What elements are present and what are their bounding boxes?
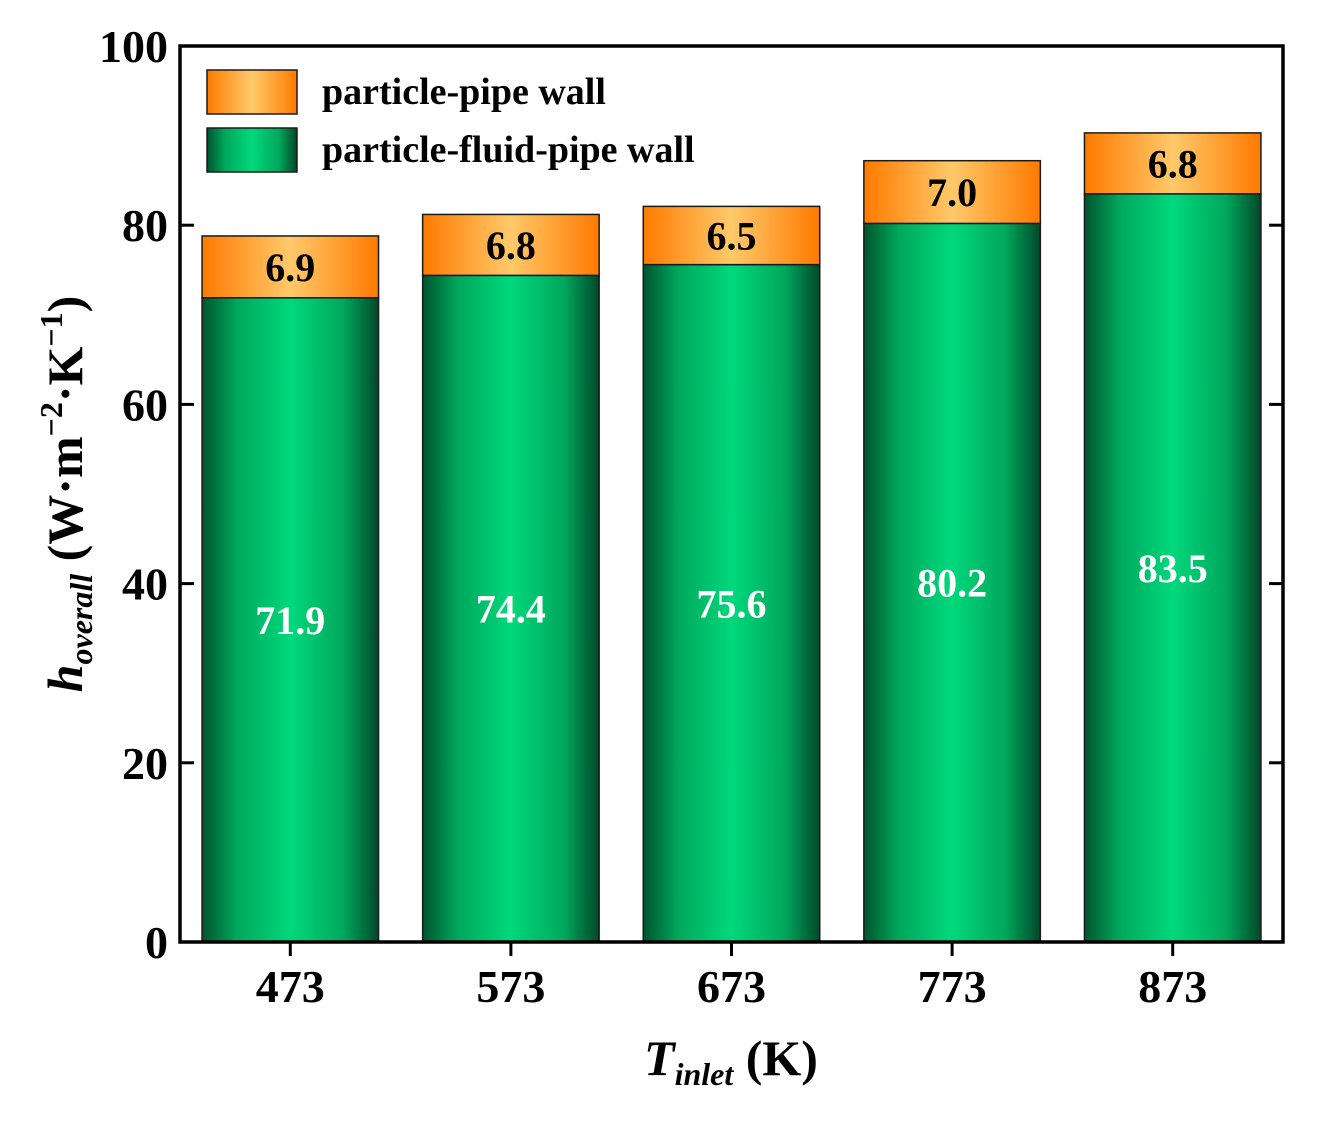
y-axis: 0 20 40 60 80 100 [99, 21, 1283, 968]
x-tick-label-473: 473 [256, 961, 325, 1012]
data-label-particle-pipe-wall-873: 6.8 [1148, 141, 1198, 186]
bar-particle-pipe-wall-673 [642, 205, 821, 266]
y-tick-label-40: 40 [122, 559, 168, 610]
y-tick-label-60: 60 [122, 379, 168, 430]
data-label-particle-pipe-wall-573: 6.8 [486, 223, 536, 268]
bar-particle-pipe-wall-773 [863, 159, 1042, 225]
legend-swatch-particle-fluid-pipe-wall [206, 127, 298, 173]
x-tick-label-673: 673 [697, 961, 766, 1012]
legend-swatch-particle-pipe-wall [206, 69, 298, 115]
bar-particle-pipe-wall-573 [421, 213, 600, 277]
data-label-particle-pipe-wall-473: 6.9 [265, 245, 315, 290]
bar-particle-fluid-pipe-wall-473 [201, 297, 380, 943]
data-label-particle-pipe-wall-673: 6.5 [707, 214, 757, 259]
y-tick-label-0: 0 [145, 917, 168, 968]
bar-particle-pipe-wall-473 [201, 235, 380, 299]
bar-particle-fluid-pipe-wall-773 [863, 222, 1042, 943]
bar-particle-pipe-wall-873 [1083, 132, 1262, 195]
bar-particle-fluid-pipe-wall-673 [642, 263, 821, 943]
x-axis-title: Tinlet (K) [644, 1030, 818, 1092]
data-label-particle-fluid-pipe-wall-473: 71.9 [255, 598, 325, 643]
y-axis-title: hoverall (W·m−2·K−1) [33, 296, 99, 693]
y-tick-label-100: 100 [99, 21, 168, 72]
legend: particle-pipe wall particle-fluid-pipe wa… [206, 69, 695, 173]
data-label-particle-fluid-pipe-wall-773: 80.2 [917, 561, 987, 606]
y-tick-label-20: 20 [122, 738, 168, 789]
bars-layer [201, 132, 1262, 943]
y-tick-label-80: 80 [122, 200, 168, 251]
x-tick-label-573: 573 [476, 961, 545, 1012]
legend-label-particle-pipe-wall: particle-pipe wall [322, 71, 606, 113]
data-label-particle-fluid-pipe-wall-573: 74.4 [476, 587, 546, 632]
x-tick-label-873: 873 [1138, 961, 1207, 1012]
data-label-particle-pipe-wall-773: 7.0 [927, 170, 977, 215]
legend-label-particle-fluid-pipe-wall: particle-fluid-pipe wall [322, 129, 695, 171]
x-axis: 473 573 673 773 873 [256, 942, 1207, 1012]
data-label-particle-fluid-pipe-wall-673: 75.6 [697, 581, 767, 626]
data-label-particle-fluid-pipe-wall-873: 83.5 [1138, 546, 1208, 591]
x-tick-label-773: 773 [918, 961, 987, 1012]
bar-labels-layer: 71.9 6.9 74.4 6.8 75.6 6.5 80.2 7.0 83.5 6.8 [255, 141, 1207, 643]
